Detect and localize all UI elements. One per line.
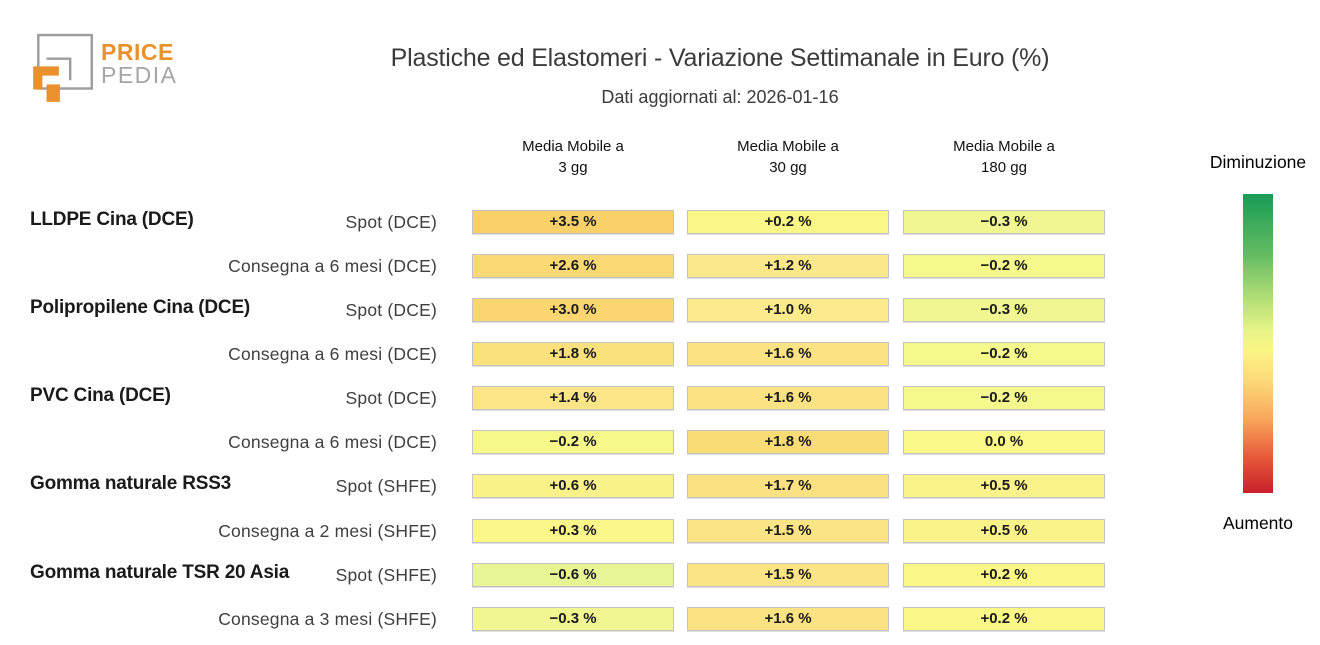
table-row: Consegna a 6 mesi (DCE) +2.6 % +1.2 % −0…	[0, 244, 1320, 288]
value-cell: +1.4 %	[472, 386, 674, 411]
value-cell: +0.2 %	[687, 209, 889, 234]
row-group-label: Gomma naturale TSR 20 Asia	[30, 561, 290, 583]
value-cell: +3.5 %	[472, 209, 674, 234]
value-cell: +0.5 %	[903, 518, 1105, 543]
logo-text-price: PRICE	[101, 39, 174, 65]
value-cell: 0.0 %	[903, 430, 1105, 455]
row-group-label: LLDPE Cina (DCE)	[30, 208, 194, 230]
row-series-label: Spot (SHFE)	[335, 564, 437, 585]
table-row: Consegna a 6 mesi (DCE) +1.8 % +1.6 % −0…	[0, 332, 1320, 376]
row-series-label: Consegna a 6 mesi (DCE)	[228, 343, 437, 364]
value-cell: +1.8 %	[472, 341, 674, 366]
row-series-label: Spot (SHFE)	[335, 476, 437, 497]
column-header-line1: Media Mobile a	[522, 138, 624, 155]
legend-bottom-label: Aumento	[1222, 513, 1294, 533]
value-cell: −0.6 %	[472, 562, 674, 587]
row-group-label: PVC Cina (DCE)	[30, 385, 171, 407]
value-cell: +1.2 %	[687, 253, 889, 278]
value-cell: +0.3 %	[472, 518, 674, 543]
column-header-line1: Media Mobile a	[737, 138, 839, 155]
row-series-label: Spot (DCE)	[345, 299, 437, 320]
chart-title: Plastiche ed Elastomeri - Variazione Set…	[390, 44, 1050, 72]
logo-text-pedia: PEDIA	[101, 62, 178, 88]
value-cell: +0.2 %	[903, 562, 1105, 587]
table-row: Gomma naturale RSS3 Spot (SHFE) +0.6 % +…	[0, 464, 1320, 508]
table-row: Consegna a 3 mesi (SHFE) −0.3 % +1.6 % +…	[0, 597, 1320, 641]
value-cell: +3.0 %	[472, 297, 674, 322]
value-cell: +1.8 %	[687, 430, 889, 455]
chart-subtitle: Dati aggiornati al: 2026-01-16	[601, 87, 839, 107]
row-series-label: Spot (DCE)	[345, 211, 437, 232]
value-cell: +0.6 %	[472, 474, 674, 499]
row-series-label: Consegna a 6 mesi (DCE)	[228, 255, 437, 276]
value-cell: −0.3 %	[472, 606, 674, 631]
column-header-line1: Media Mobile a	[953, 138, 1055, 155]
value-cell: −0.2 %	[472, 430, 674, 455]
row-series-label: Consegna a 6 mesi (DCE)	[228, 432, 437, 453]
legend-colorbar	[1243, 194, 1273, 493]
value-cell: +0.5 %	[903, 474, 1105, 499]
value-cell: +0.2 %	[903, 606, 1105, 631]
table-row: Gomma naturale TSR 20 Asia Spot (SHFE) −…	[0, 553, 1320, 597]
column-header-line2: 180 gg	[981, 159, 1027, 176]
pricepedia-logo: PRICE PEDIA	[33, 33, 178, 107]
value-cell: +1.5 %	[687, 562, 889, 587]
value-cell: −0.3 %	[903, 209, 1105, 234]
row-group-label: Polipropilene Cina (DCE)	[30, 296, 251, 318]
column-header-line2: 30 gg	[769, 159, 807, 176]
value-cell: +1.0 %	[687, 297, 889, 322]
row-series-label: Spot (DCE)	[345, 388, 437, 409]
value-cell: +1.6 %	[687, 606, 889, 631]
table-row: PVC Cina (DCE) Spot (DCE) +1.4 % +1.6 % …	[0, 376, 1320, 420]
column-header: Media Mobile a 30 gg	[687, 136, 889, 178]
table-row: Consegna a 6 mesi (DCE) −0.2 % +1.8 % 0.…	[0, 420, 1320, 464]
value-cell: +1.6 %	[687, 341, 889, 366]
value-cell: −0.2 %	[903, 341, 1105, 366]
value-cell: −0.2 %	[903, 386, 1105, 411]
value-cell: +1.7 %	[687, 474, 889, 499]
column-header: Media Mobile a 180 gg	[903, 136, 1105, 178]
value-cell: +1.5 %	[687, 518, 889, 543]
row-series-label: Consegna a 2 mesi (SHFE)	[218, 520, 437, 541]
column-header: Media Mobile a 3 gg	[472, 136, 674, 178]
value-cell: −0.3 %	[903, 297, 1105, 322]
value-cell: +1.6 %	[687, 386, 889, 411]
column-header-line2: 3 gg	[558, 159, 588, 176]
row-series-label: Consegna a 3 mesi (SHFE)	[218, 608, 437, 629]
row-group-label: Gomma naturale RSS3	[30, 473, 232, 495]
legend-top-label: Diminuzione	[1209, 152, 1307, 172]
table-row: LLDPE Cina (DCE) Spot (DCE) +3.5 % +0.2 …	[0, 200, 1320, 244]
table-row: Polipropilene Cina (DCE) Spot (DCE) +3.0…	[0, 288, 1320, 332]
table-row: Consegna a 2 mesi (SHFE) +0.3 % +1.5 % +…	[0, 509, 1320, 553]
pricepedia-logo-icon	[33, 33, 93, 102]
pricepedia-logo-text: PRICE PEDIA	[101, 41, 178, 87]
value-cell: +2.6 %	[472, 253, 674, 278]
value-cell: −0.2 %	[903, 253, 1105, 278]
